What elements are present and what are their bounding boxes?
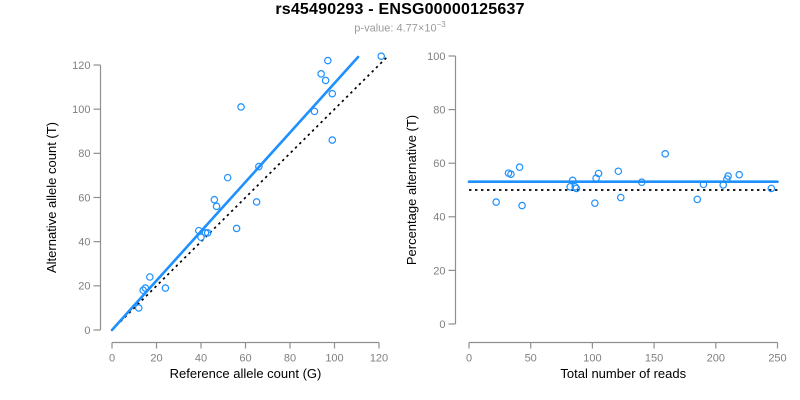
data-point [317,70,325,78]
data-point [201,229,210,237]
y-tick-label: 40 [433,212,445,224]
data-point [310,107,319,116]
x-tick-label: 100 [583,353,601,365]
data-point [572,184,581,193]
x-tick-label: 100 [325,353,343,365]
data-point [203,229,212,237]
data-point [146,273,154,281]
y-axis-title: Percentage alternative (T) [404,115,419,265]
regression-line [110,55,360,332]
x-tick-label: 200 [707,353,725,365]
data-point [255,162,263,171]
identity-line [111,56,388,331]
figure-title: rs45490293 - ENSG00000125637 [275,1,525,18]
y-tick-label: 80 [78,148,90,160]
x-axis-title: Reference allele count (G) [170,366,322,381]
data-point [328,136,337,144]
data-point [637,178,646,187]
x-tick-label: 80 [284,353,296,365]
y-tick-label: 20 [78,281,90,293]
x-tick-label: 20 [150,353,162,365]
y-tick-label: 0 [439,319,445,331]
data-point [237,103,245,111]
x-axis-title: Total number of reads [560,366,686,381]
x-tick-label: 40 [195,353,207,365]
y-tick-label: 100 [72,104,90,116]
data-point [591,199,599,207]
data-point [699,180,708,189]
y-tick-label: 120 [72,60,90,72]
data-point [141,284,150,292]
y-tick-label: 60 [433,158,445,170]
data-point [614,167,623,176]
data-point [223,173,232,182]
data-point [616,193,625,202]
y-tick-label: 80 [433,104,445,116]
data-point [321,76,330,85]
data-point [328,89,337,98]
p-value-exponent: −3 [436,20,446,29]
data-point [194,226,203,235]
x-tick-label: 0 [109,353,115,365]
y-tick-label: 100 [427,51,445,63]
data-point [161,284,170,292]
x-tick-label: 150 [645,353,663,365]
data-point [139,286,147,295]
x-tick-label: 60 [239,353,251,365]
y-tick-label: 60 [78,192,90,204]
p-value-text: p-value: 4.77×10 [354,22,437,35]
data-point [693,195,702,204]
x-tick-label: 50 [525,353,537,365]
y-tick-label: 0 [84,325,90,337]
data-point [515,163,524,172]
data-point [661,150,670,158]
data-point [571,182,579,191]
x-tick-label: 0 [466,353,472,365]
left-scatter-plot: 0 20 40 60 80 100 120 0 20 40 60 80 100 120 Reference … [44,52,388,381]
y-tick-label: 20 [433,265,445,277]
data-point [134,304,143,312]
x-tick-label: 250 [768,353,786,365]
data-point [719,181,728,189]
data-point [212,202,221,211]
data-point [377,52,386,60]
data-point [252,198,261,206]
data-point [324,56,332,65]
data-point [507,170,515,178]
y-tick-label: 40 [78,237,90,249]
data-point [492,198,500,206]
p-value-subtitle: p-value: 4.77×10−3 [0,20,800,35]
data-point [723,175,731,183]
data-point [210,195,219,204]
right-scatter-plot: 0 20 40 60 80 100 0 50 100 150 200 250 Total number … [404,51,787,381]
x-tick-label: 120 [370,353,388,365]
data-point [197,233,205,242]
data-point [767,184,776,193]
data-point [232,224,241,233]
data-point [568,176,577,185]
data-point [735,170,744,179]
y-axis-title: Alternative allele count (T) [44,122,59,273]
data-point [518,201,526,210]
data-point [592,174,600,183]
